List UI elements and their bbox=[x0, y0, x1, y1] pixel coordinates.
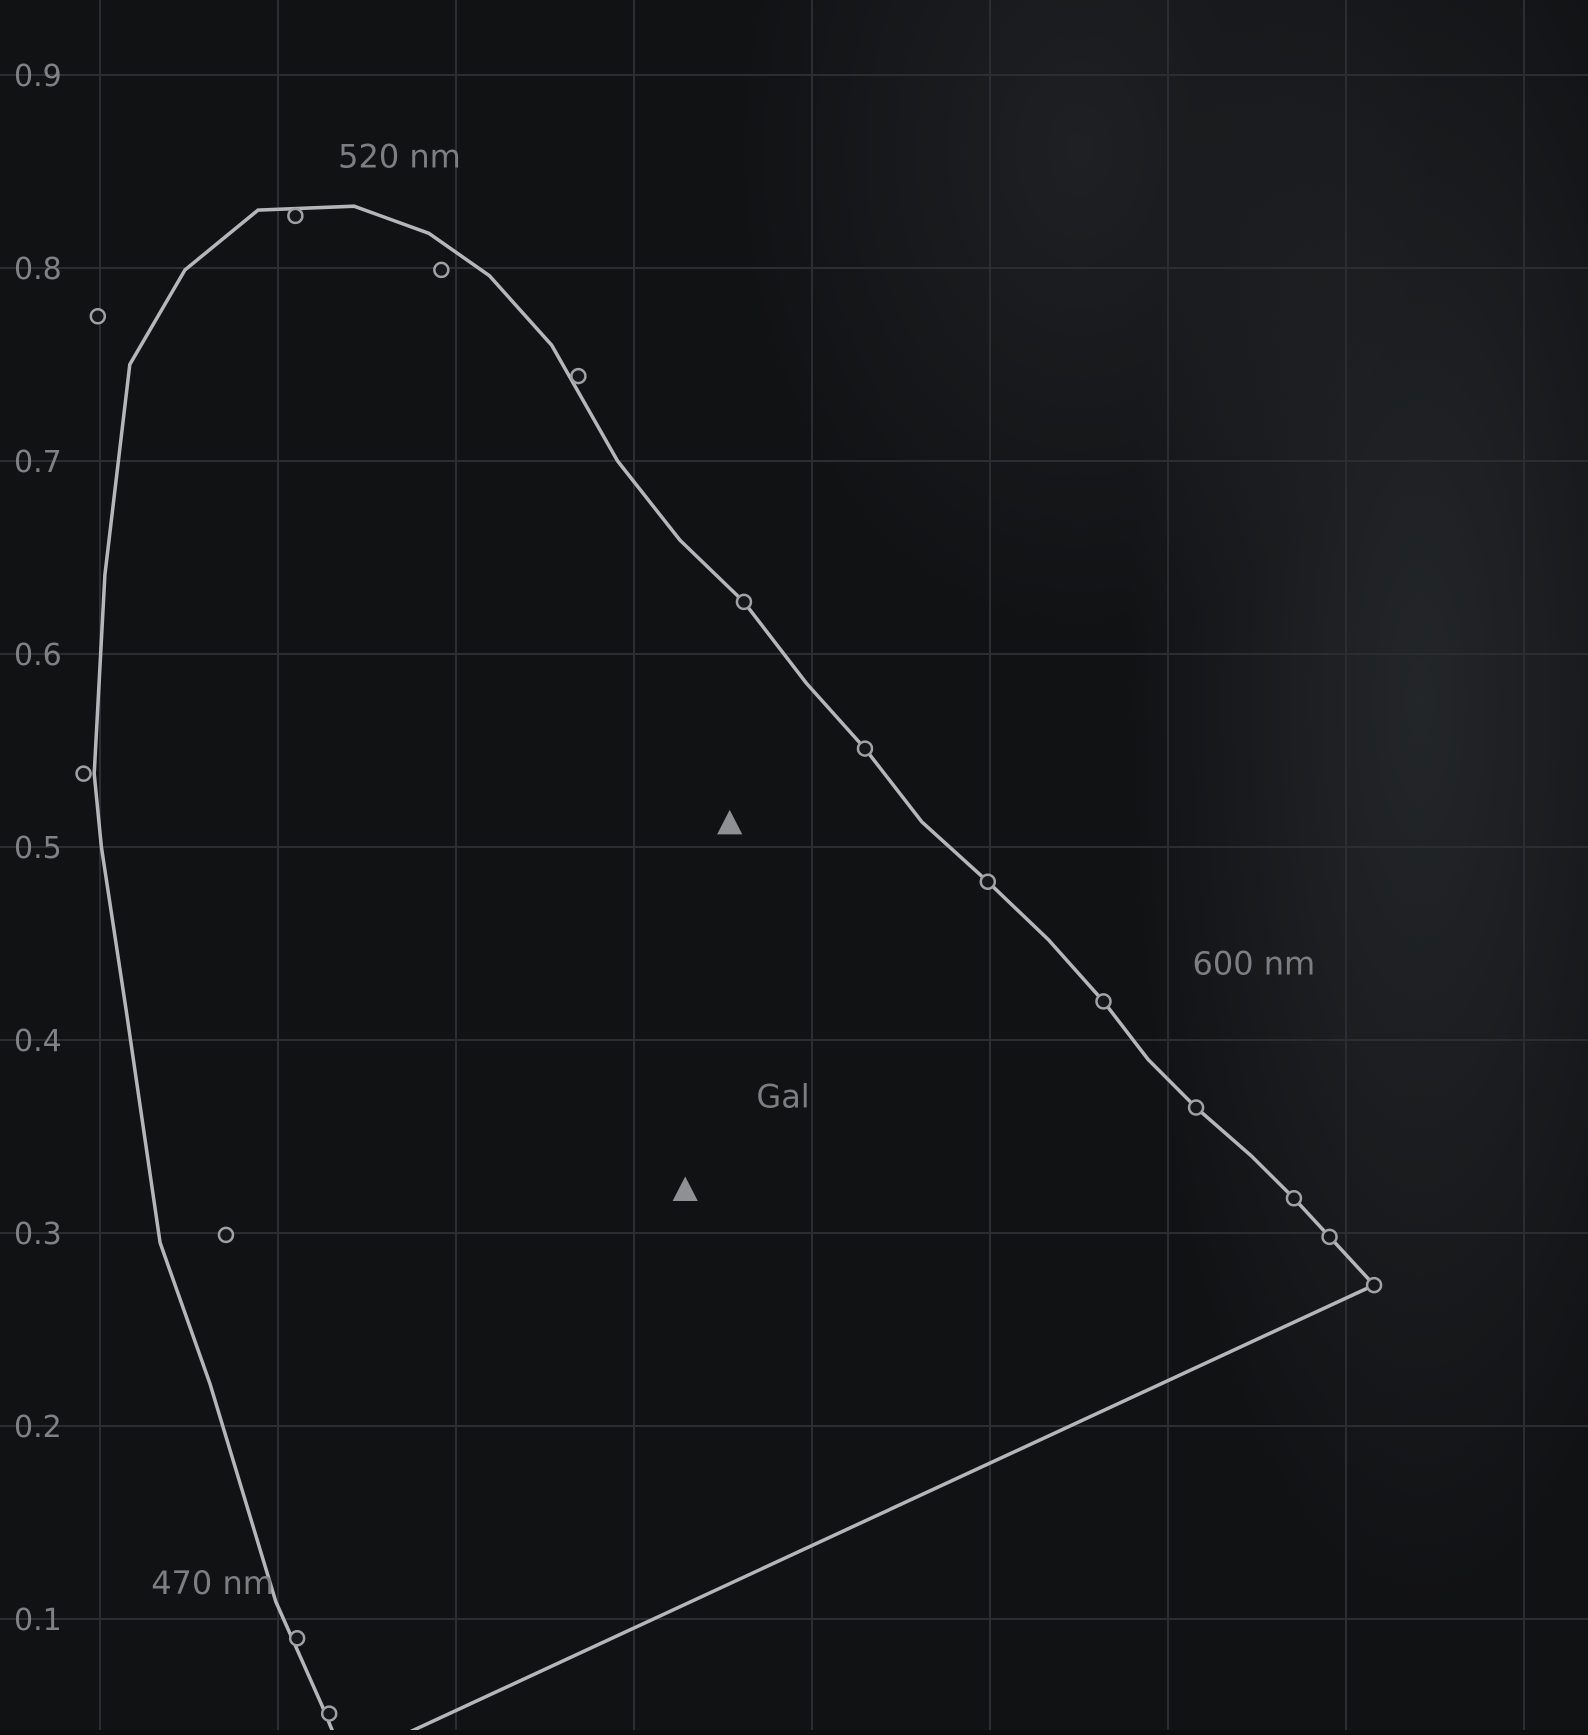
wavelength-marker bbox=[75, 765, 92, 782]
wavelength-marker bbox=[1285, 1190, 1303, 1207]
y-tick-label: 0.4 bbox=[14, 1024, 62, 1059]
y-axis-tick-labels: 0.9 0.8 0.7 0.6 0.5 0.4 0.3 0.2 0.1 bbox=[14, 59, 62, 1638]
y-tick-label: 0.5 bbox=[14, 831, 62, 866]
spectral-locus-line bbox=[92, 204, 1376, 1735]
wavelength-marker bbox=[89, 308, 107, 325]
wavelength-marker bbox=[979, 873, 997, 890]
triangle-point bbox=[717, 809, 743, 835]
wavelength-marker bbox=[288, 1630, 306, 1647]
wavelength-markers bbox=[75, 207, 1383, 1722]
triangle-points bbox=[672, 809, 743, 1202]
y-tick-label: 0.2 bbox=[14, 1410, 62, 1445]
wavelength-marker bbox=[320, 1705, 338, 1722]
annotation-label: 470 nm bbox=[151, 1564, 274, 1602]
wavelength-marker bbox=[570, 367, 587, 385]
spectral-locus-series bbox=[92, 204, 1376, 1735]
wavelength-marker bbox=[1365, 1276, 1383, 1294]
wavelength-marker bbox=[735, 593, 753, 611]
annotation-label: Gal bbox=[756, 1078, 809, 1116]
triangle-point bbox=[672, 1176, 698, 1202]
wavelength-marker bbox=[1095, 993, 1112, 1010]
y-tick-label: 0.3 bbox=[14, 1217, 62, 1252]
y-tick-label: 0.7 bbox=[14, 445, 62, 480]
wavelength-marker bbox=[287, 207, 304, 225]
y-tick-label: 0.8 bbox=[14, 252, 62, 287]
line-of-purples bbox=[398, 1283, 1375, 1735]
wavelength-marker bbox=[1187, 1099, 1205, 1116]
y-tick-label: 0.1 bbox=[14, 1603, 62, 1638]
wavelength-marker bbox=[856, 740, 874, 757]
wavelength-marker bbox=[433, 261, 450, 279]
y-tick-label: 0.9 bbox=[14, 59, 62, 94]
annotations: 520 nm 600 nm 470 nm Gal bbox=[151, 138, 1315, 1602]
annotation-label: 600 nm bbox=[1193, 944, 1316, 982]
wavelength-marker bbox=[1321, 1228, 1338, 1246]
annotation-label: 520 nm bbox=[338, 138, 461, 176]
y-tick-label: 0.6 bbox=[14, 638, 62, 673]
wavelength-marker bbox=[217, 1226, 235, 1244]
